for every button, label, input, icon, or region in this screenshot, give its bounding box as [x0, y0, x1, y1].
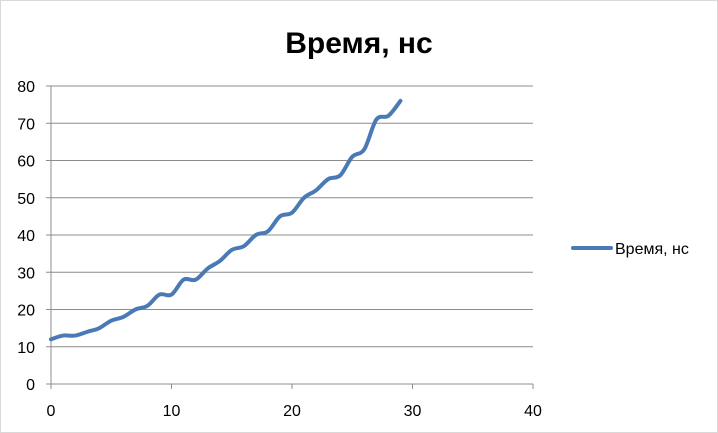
data-point — [254, 233, 258, 237]
tick-labels: 0 10 20 30 40 50 60 70 80 0 10 20 30 40 — [17, 79, 542, 420]
y-tick-label-80: 80 — [17, 79, 35, 96]
data-point — [73, 334, 77, 338]
chart-title: Время, нс — [285, 27, 432, 60]
x-tick-label-10: 10 — [163, 403, 181, 420]
data-point — [374, 118, 378, 122]
data-point — [242, 244, 246, 248]
legend: Время, нс — [571, 241, 689, 258]
data-point — [362, 147, 366, 151]
y-tick-label-20: 20 — [17, 303, 35, 320]
data-point — [97, 326, 101, 330]
data-point — [121, 315, 125, 319]
data-point — [302, 196, 306, 200]
data-point — [314, 188, 318, 192]
data-point — [85, 330, 89, 334]
data-point — [182, 278, 186, 282]
y-tick-label-40: 40 — [17, 228, 35, 245]
data-point — [49, 337, 53, 341]
data-point — [398, 99, 402, 103]
data-point — [338, 173, 342, 177]
x-tick-label-30: 30 — [404, 403, 422, 420]
y-tick-label-0: 0 — [26, 377, 35, 394]
y-tick-label-30: 30 — [17, 265, 35, 282]
y-tick-label-60: 60 — [17, 154, 35, 171]
data-point — [386, 114, 390, 118]
x-tick-label-0: 0 — [47, 403, 56, 420]
data-point — [278, 214, 282, 218]
data-point — [194, 278, 198, 282]
data-point — [133, 308, 137, 312]
data-point — [326, 177, 330, 181]
data-point — [170, 293, 174, 297]
data-point — [218, 259, 222, 263]
data-point — [206, 267, 210, 271]
y-tick-label-50: 50 — [17, 191, 35, 208]
data-point — [230, 248, 234, 252]
axes — [46, 85, 534, 389]
x-tick-label-40: 40 — [524, 403, 542, 420]
data-point — [109, 319, 113, 323]
y-tick-label-10: 10 — [17, 340, 35, 357]
data-point — [266, 229, 270, 233]
data-point — [145, 304, 149, 308]
data-point — [290, 211, 294, 215]
legend-label: Время, нс — [615, 241, 689, 258]
data-point — [157, 293, 161, 297]
series-line-0 — [49, 98, 403, 342]
gridlines — [51, 85, 533, 348]
series-layer — [49, 98, 403, 342]
data-point — [350, 155, 354, 159]
x-tick-label-20: 20 — [283, 403, 301, 420]
y-tick-label-70: 70 — [17, 116, 35, 133]
data-point — [61, 334, 65, 338]
